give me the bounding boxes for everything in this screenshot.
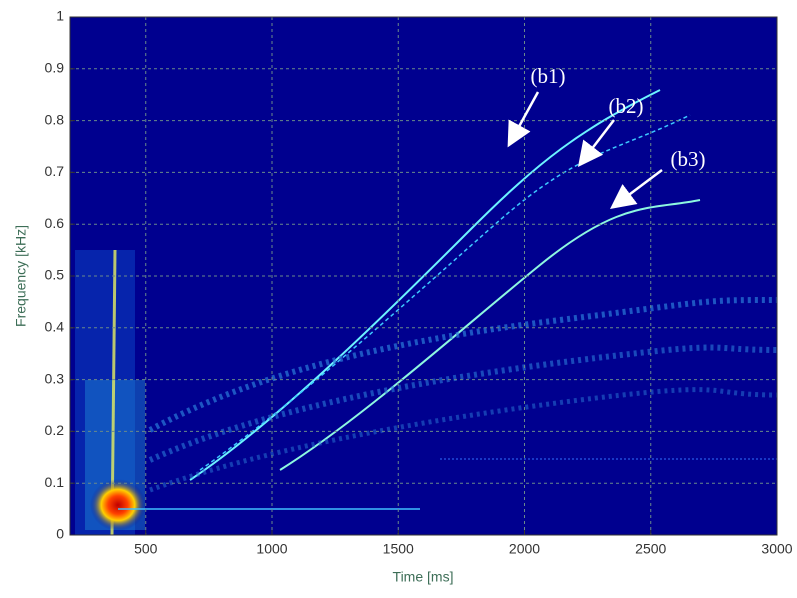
y-tick-label: 0.1 [45, 474, 65, 490]
x-tick-label: 500 [134, 541, 158, 557]
y-tick-label: 0.6 [45, 215, 65, 231]
y-tick-label: 0.4 [45, 319, 65, 335]
y-tick-label: 0 [56, 526, 64, 542]
annotation-arrow [577, 119, 615, 167]
x-tick-label: 2000 [509, 541, 540, 557]
annotation-arrow [610, 169, 663, 209]
annotation: (b2) [609, 94, 644, 118]
y-tick-label: 0.3 [45, 370, 65, 386]
x-tick-label: 3000 [761, 541, 792, 557]
x-tick-label: 1000 [256, 541, 287, 557]
y-tick-label: 0.2 [45, 422, 65, 438]
spectrogram-texture [75, 89, 778, 536]
y-tick-label: 0.8 [45, 111, 65, 127]
annotation-arrow [507, 91, 540, 148]
x-axis-label: Time [ms] [393, 569, 454, 585]
annotation: (b3) [671, 147, 706, 171]
y-tick-label: 1 [56, 8, 64, 24]
y-tick-label: 0.9 [45, 60, 65, 76]
annotation: (b1) [531, 64, 566, 88]
y-tick-label: 0.5 [45, 267, 65, 283]
y-axis-label: Frequency [kHz] [13, 225, 29, 327]
x-tick-label: 2500 [635, 541, 666, 557]
x-tick-label: 1500 [383, 541, 414, 557]
y-tick-label: 0.7 [45, 163, 65, 179]
